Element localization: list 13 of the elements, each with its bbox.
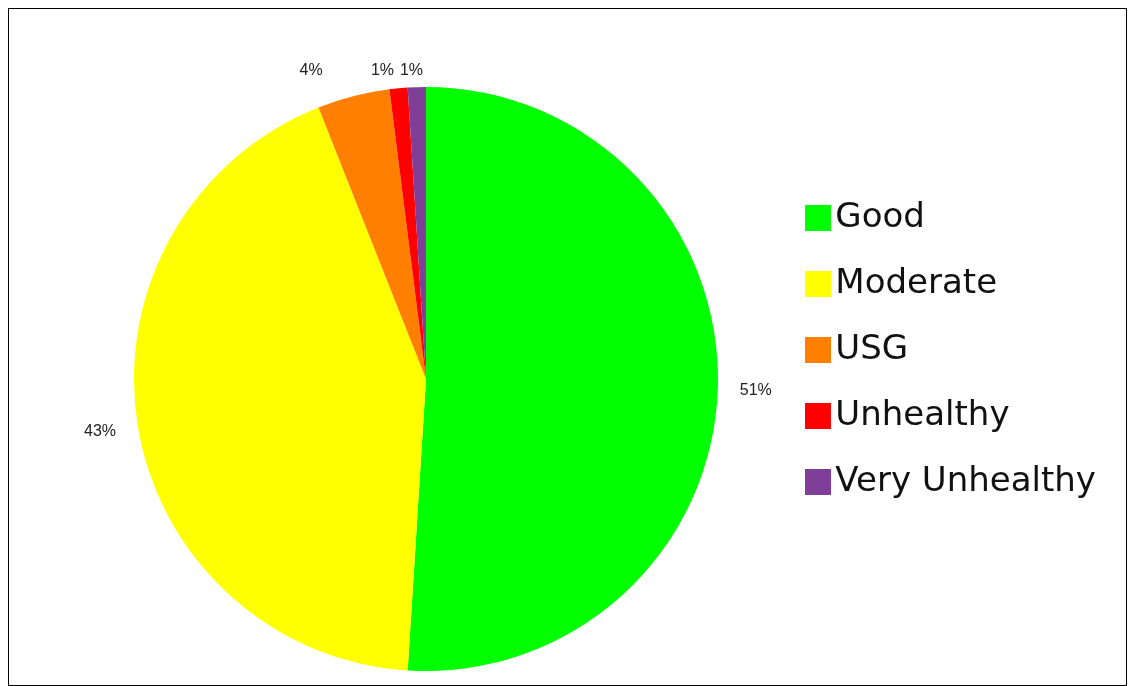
legend-label: Unhealthy <box>835 393 1010 433</box>
data-label: 1% <box>399 60 424 78</box>
legend-label: Very Unhealthy <box>835 459 1096 499</box>
pie-slice <box>407 87 718 671</box>
pie-slice <box>134 107 426 671</box>
data-label: 1% <box>370 60 395 78</box>
data-label: 4% <box>299 60 323 78</box>
legend-label: Good <box>835 195 925 235</box>
data-label: 43% <box>84 422 117 440</box>
pie-slice <box>318 89 426 379</box>
data-label: 51% <box>739 380 772 398</box>
legend-label: USG <box>835 327 909 367</box>
legend-label: Moderate <box>835 261 998 301</box>
